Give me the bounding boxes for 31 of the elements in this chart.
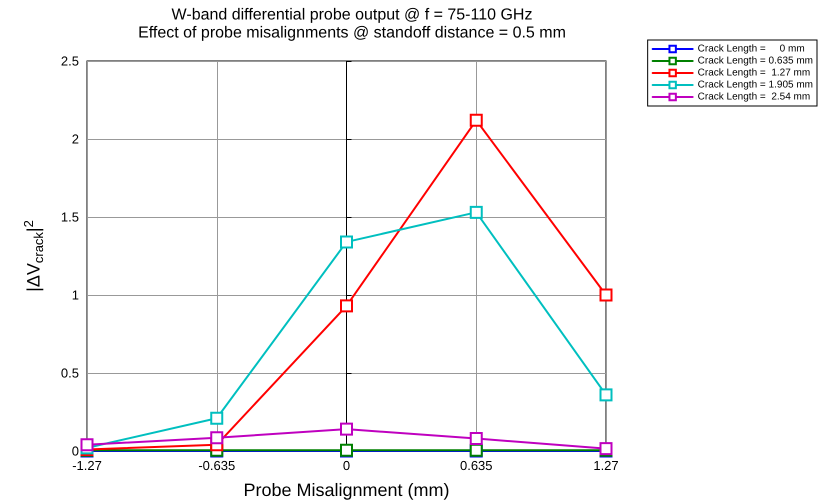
y-tick-label: 0.5 (60, 366, 79, 380)
legend-label: Crack Length = 1.905 mm (698, 80, 814, 90)
x-tick-label: 0 (342, 458, 350, 473)
point (340, 422, 353, 436)
x-axis-title: Probe Misalignment (mm) (243, 480, 450, 500)
y-tick-label: 0 (72, 444, 79, 458)
point (210, 412, 224, 425)
y-tick-label: 2.5 (60, 54, 79, 68)
legend-label: Crack Length = 2.54 mm (698, 92, 810, 102)
point (470, 432, 483, 446)
point (470, 206, 483, 219)
point (340, 299, 353, 312)
point (470, 114, 483, 127)
legend-label: Crack Length = 0 mm (698, 44, 805, 54)
legend-label: Crack Length = 1.27 mm (698, 68, 810, 78)
x-tick-label: -1.27 (72, 458, 102, 473)
y-tick-label: 1 (72, 288, 79, 302)
y-tick-label: 1.5 (60, 210, 79, 224)
y-tick-label: 2 (72, 132, 79, 146)
point (210, 431, 224, 444)
chart-title: W-band differential probe output @ f = 75-110 GHz (172, 6, 532, 24)
x-tick-label: -0.635 (198, 458, 236, 473)
point (600, 288, 612, 302)
legend-label: Crack Length = 0.635 mm (698, 56, 814, 66)
y-axis-title: |ΔVcrack|2 (21, 220, 46, 292)
point (600, 388, 612, 402)
x-tick-label: 0.635 (460, 458, 493, 473)
point (340, 235, 353, 248)
chart-subtitle: Effect of probe misalignments @ standoff distance = 0.5 mm (138, 24, 566, 42)
point (80, 438, 94, 452)
x-tick-label: 1.27 (593, 458, 619, 473)
